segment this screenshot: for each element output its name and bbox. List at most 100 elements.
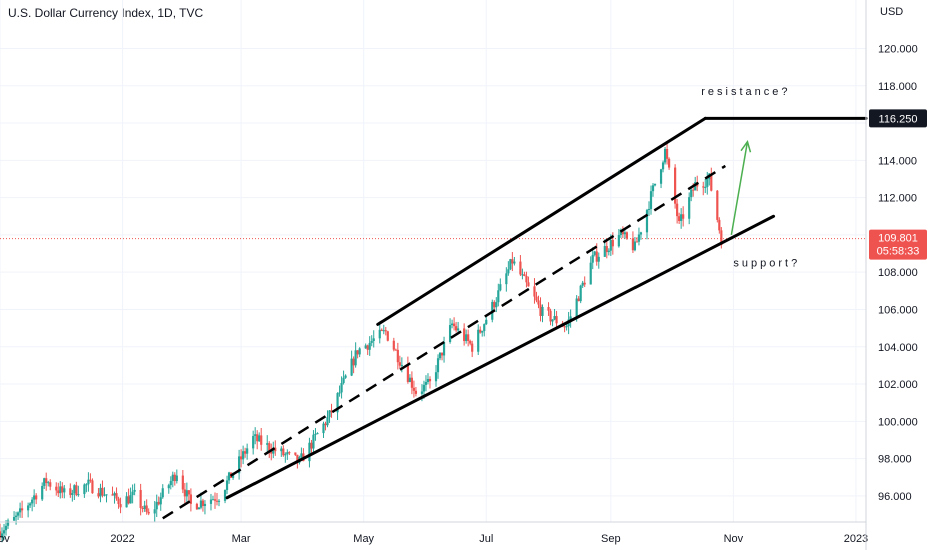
candle-body: [527, 282, 530, 287]
candle-body: [535, 296, 538, 301]
candle-body: [718, 219, 721, 231]
candle-body: [661, 162, 665, 170]
candle-body: [380, 329, 383, 331]
candle-body: [392, 340, 395, 350]
candle-body: [312, 434, 315, 449]
candle-body: [213, 499, 217, 501]
candle-body: [448, 325, 452, 343]
channel-lower-line[interactable]: [225, 214, 776, 500]
chart-title: U.S. Dollar Currency Index, 1D, TVC: [8, 6, 204, 20]
candle-body: [113, 493, 116, 496]
candle-body: [43, 478, 46, 486]
candle-body: [637, 234, 641, 242]
arrow-shaft[interactable]: [730, 141, 749, 236]
candle-body: [31, 499, 34, 504]
candle-body: [499, 284, 502, 291]
candle-body: [161, 488, 164, 498]
candle-body: [266, 443, 269, 445]
candle-body: [495, 302, 498, 308]
candle-body: [553, 316, 556, 320]
candle-body: [625, 232, 628, 239]
candle-body: [201, 500, 205, 507]
candle-body: [676, 203, 679, 217]
candle-body: [195, 503, 199, 510]
candle-body: [372, 338, 375, 342]
candle-body: [41, 485, 44, 500]
candle-body: [537, 300, 540, 305]
candle-body: [442, 342, 446, 356]
y-tick-label: 102.000: [878, 379, 918, 391]
candle-body: [368, 342, 371, 350]
candle-body: [342, 377, 345, 383]
candle-body: [274, 447, 277, 452]
annotation-resistance: resistance?: [701, 86, 790, 98]
candle-body: [452, 323, 456, 327]
candle-body: [471, 343, 474, 352]
candle-body: [505, 273, 508, 285]
candle-body: [63, 488, 66, 493]
candle-body: [270, 451, 273, 454]
candle-body: [619, 229, 622, 236]
candle-body: [716, 190, 719, 220]
candle-body: [87, 479, 90, 485]
candle-body: [254, 434, 257, 436]
x-tick-label: 2023: [844, 533, 868, 545]
candle-body: [187, 490, 190, 495]
candle-body: [308, 442, 311, 462]
candle-body: [105, 494, 108, 496]
candle-body: [99, 487, 102, 497]
candle-body: [91, 480, 94, 494]
candle-body: [674, 167, 677, 204]
candle-body: [57, 490, 60, 494]
candle-body: [352, 358, 355, 366]
arrow-head-icon: [740, 139, 752, 153]
candle-body: [436, 358, 440, 373]
candle-body: [663, 148, 667, 163]
candle-body: [577, 298, 580, 302]
candle-body: [171, 474, 174, 481]
candle-body: [378, 329, 381, 339]
candle-body: [509, 259, 512, 270]
candle-body: [0, 531, 2, 538]
candle-body: [410, 377, 414, 388]
y-tick-label: 114.000: [878, 155, 917, 167]
candle-body: [330, 410, 333, 413]
candle-body: [103, 494, 106, 496]
candle-body: [370, 341, 373, 343]
candle-body: [477, 329, 480, 352]
candle-body: [412, 387, 416, 391]
candle-body: [465, 334, 468, 342]
candle-body: [420, 391, 424, 394]
candle-body: [47, 482, 50, 484]
candle-body: [647, 208, 651, 211]
x-tick-label: Jul: [479, 533, 493, 545]
candle-body: [665, 148, 669, 159]
candle-body: [61, 486, 64, 493]
candle-body: [631, 238, 635, 251]
candle-body: [497, 290, 500, 303]
candle-body: [252, 435, 255, 449]
candle-body: [485, 319, 488, 325]
candle-body: [14, 515, 18, 518]
candle-body: [155, 501, 158, 510]
candle-body: [35, 495, 38, 500]
candle-body: [77, 494, 80, 496]
candle-body: [217, 500, 221, 502]
channel-mid-line[interactable]: [162, 164, 727, 520]
candle-body: [607, 250, 610, 253]
candle-body: [326, 417, 329, 426]
candle-body: [314, 433, 317, 435]
candle-body: [131, 491, 134, 496]
countdown-label: 05:58:33: [877, 246, 920, 258]
channel-upper-line[interactable]: [376, 116, 707, 326]
candle-body: [645, 210, 649, 233]
candle-body: [153, 509, 156, 514]
candle-body: [69, 488, 72, 495]
candle-body: [479, 329, 482, 333]
candle-body: [450, 323, 454, 326]
candle-body: [129, 495, 132, 504]
candle-body: [525, 275, 528, 283]
candle-body: [603, 246, 606, 257]
candle-body: [414, 390, 418, 394]
